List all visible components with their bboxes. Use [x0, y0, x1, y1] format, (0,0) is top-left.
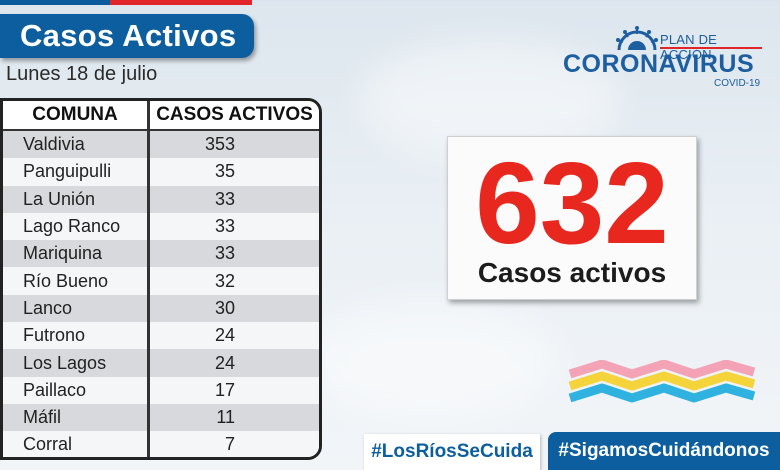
comuna-cell: La Unión — [3, 185, 150, 213]
page-title: Casos Activos — [20, 18, 237, 53]
table-row: Mariquina 33 — [3, 240, 319, 268]
comuna-cell: Máfil — [3, 403, 150, 432]
logo-plan-text: PLAN DE ACCIÓN — [660, 32, 718, 62]
title-banner: Casos Activos — [0, 14, 254, 58]
table-row: Río Bueno 32 — [3, 267, 319, 295]
casos-cell: 35 — [148, 158, 319, 186]
virus-icon — [616, 26, 658, 50]
background-cloud — [300, 300, 560, 420]
logo-name: CORONAVIRUS — [563, 50, 755, 78]
casos-cell: 33 — [148, 185, 319, 213]
table-row: Futrono 24 — [3, 322, 319, 350]
comuna-cell: Los Lagos — [3, 349, 150, 377]
header-comuna: COMUNA — [3, 101, 150, 131]
cases-table: COMUNA CASOS ACTIVOS Valdivia 353 Panguipu… — [0, 98, 322, 460]
regional-wave-emblem — [568, 360, 756, 403]
casos-cell: 30 — [148, 294, 319, 323]
table-row: La Unión 33 — [3, 185, 319, 213]
casos-cell: 33 — [148, 240, 319, 268]
top-bar-blue — [0, 0, 110, 5]
table-row: Corral 7 — [3, 431, 319, 457]
comuna-cell: Futrono — [3, 322, 150, 350]
total-cases-card: 632 Casos activos — [447, 136, 697, 300]
comuna-cell: Lago Ranco — [3, 212, 150, 241]
hashtag-sigamos: #SigamosCuidándonos — [548, 432, 780, 470]
table-row: Panguipulli 35 — [3, 158, 319, 186]
table-row: Valdivia 353 — [3, 130, 319, 159]
coronavirus-logo: PLAN DE ACCIÓN CORONAVIRUS COVID-19 — [560, 26, 766, 90]
casos-cell: 17 — [148, 376, 319, 404]
table-header-row: COMUNA CASOS ACTIVOS — [3, 101, 319, 131]
casos-cell: 24 — [148, 349, 319, 377]
total-cases-number: 632 — [475, 138, 669, 268]
total-cases-label: Casos activos — [477, 257, 667, 288]
comuna-cell: Mariquina — [3, 240, 150, 268]
report-date: Lunes 18 de julio — [6, 63, 158, 85]
casos-cell: 7 — [148, 431, 319, 457]
hashtag-los-rios: #LosRíosSeCuida — [364, 434, 540, 470]
casos-cell: 33 — [148, 212, 319, 241]
casos-cell: 353 — [148, 130, 319, 159]
table-row: Máfil 11 — [3, 403, 319, 432]
table-row: Lanco 30 — [3, 294, 319, 323]
casos-cell: 24 — [148, 322, 319, 350]
comuna-cell: Valdivia — [3, 130, 150, 159]
table-row: Paillaco 17 — [3, 376, 319, 404]
table-row: Lago Ranco 33 — [3, 212, 319, 241]
comuna-cell: Lanco — [3, 294, 150, 323]
header-casos: CASOS ACTIVOS — [148, 101, 319, 131]
comuna-cell: Río Bueno — [3, 267, 150, 295]
logo-underline — [660, 47, 762, 49]
comuna-cell: Panguipulli — [3, 158, 150, 186]
comuna-cell: Corral — [3, 431, 150, 457]
logo-sub: COVID-19 — [714, 78, 761, 89]
top-bar-red — [110, 0, 252, 5]
comuna-cell: Paillaco — [3, 376, 150, 404]
casos-cell: 11 — [148, 403, 319, 432]
top-color-bar — [0, 0, 252, 5]
casos-cell: 32 — [148, 267, 319, 295]
table-row: Los Lagos 24 — [3, 349, 319, 377]
